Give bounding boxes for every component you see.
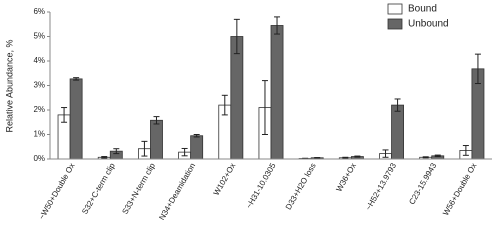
error-bar bbox=[73, 77, 80, 81]
error-bar bbox=[193, 134, 200, 138]
bar bbox=[230, 36, 244, 160]
legend-label: Unbound bbox=[408, 19, 449, 30]
error-bar bbox=[274, 16, 281, 35]
legend-label: Bound bbox=[408, 4, 437, 15]
y-tick-label: 3% bbox=[33, 81, 45, 90]
error-bar bbox=[354, 155, 361, 158]
x-tick-label: N34+Deamidation bbox=[157, 162, 197, 220]
bar bbox=[150, 119, 163, 160]
error-bar bbox=[141, 140, 148, 157]
y-axis-label: Relative Abundance, % bbox=[4, 39, 14, 132]
error-bar bbox=[382, 149, 389, 158]
error-bar bbox=[221, 94, 228, 116]
error-bar bbox=[233, 18, 240, 55]
error-bar bbox=[434, 154, 441, 158]
error-bar bbox=[153, 116, 160, 125]
error-bar bbox=[113, 148, 120, 155]
bar bbox=[270, 25, 284, 160]
x-tick-label: D33+H2O loss bbox=[284, 162, 318, 212]
y-tick-label: 2% bbox=[33, 105, 45, 114]
error-bar bbox=[394, 98, 401, 112]
legend-swatch bbox=[387, 3, 403, 15]
y-tick-label: 1% bbox=[33, 130, 45, 139]
bar bbox=[190, 135, 204, 160]
x-tick-label: S33+N-term clip bbox=[120, 161, 157, 216]
bar bbox=[391, 104, 404, 160]
x-tick-label: ~W50+Double Ox bbox=[37, 162, 77, 220]
error-bar bbox=[181, 147, 188, 157]
x-tick-label: W36+Ox bbox=[334, 162, 357, 194]
y-tick-label: 0% bbox=[33, 154, 45, 163]
chart: Relative Abundance, % 0% 1% 2% 3% 4% 5% 6% ~W50… bbox=[4, 3, 492, 220]
bar bbox=[69, 78, 83, 160]
y-tick-label: 4% bbox=[33, 56, 45, 65]
y-tick-label: 5% bbox=[33, 32, 45, 41]
error-bar bbox=[101, 156, 108, 159]
legend-swatch bbox=[387, 18, 403, 30]
x-tick-label: ~H52+13.9793 bbox=[364, 161, 399, 212]
x-tick-label: S32+C-term clip bbox=[80, 161, 117, 216]
y-tick-label: 6% bbox=[33, 7, 45, 16]
x-tick-label: W56+Double Ox bbox=[441, 162, 478, 218]
x-tick-label: W102+Ox bbox=[212, 162, 238, 198]
error-bar bbox=[342, 156, 349, 159]
x-tick-label: C23-15.9943 bbox=[407, 161, 438, 206]
error-bar bbox=[462, 145, 469, 156]
error-bar bbox=[61, 107, 68, 123]
error-bar bbox=[261, 80, 268, 135]
x-tick-label: ~H31-10.0305 bbox=[244, 161, 278, 210]
error-bar bbox=[474, 53, 481, 85]
error-bar bbox=[422, 156, 429, 159]
